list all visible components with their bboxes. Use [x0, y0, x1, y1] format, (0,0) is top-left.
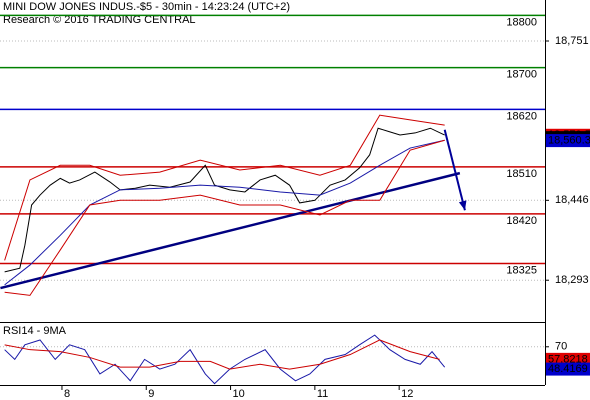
price-tag-label: 48.4169: [548, 363, 588, 375]
level-label: 18325: [506, 264, 537, 276]
y-tick-label: 70: [555, 341, 567, 353]
trendline: [0, 171, 461, 290]
level-label: 18620: [506, 110, 537, 122]
x-tick-label: 8: [64, 388, 70, 400]
x-tick-label: 9: [148, 388, 154, 400]
level-label: 18420: [506, 215, 537, 227]
y-tick-label: 18,751: [555, 35, 589, 47]
series-line: [4, 139, 445, 296]
price-tag-label: 18,560.3: [548, 135, 590, 147]
price-tag: [546, 134, 590, 148]
price-tag: [546, 362, 590, 376]
level-label: 18700: [506, 69, 537, 81]
x-tick-label: 10: [233, 388, 245, 400]
level-label: 18510: [506, 168, 537, 180]
arrow-head: [458, 200, 467, 211]
x-tick-label: 11: [317, 388, 328, 400]
chart-title: MINI DOW JONES INDUS.-$5 - 30min - 14:23…: [3, 1, 290, 13]
price-tag-label: 57.8218: [548, 353, 588, 365]
series-line: [4, 127, 445, 273]
y-tick-label: 18,446: [555, 194, 589, 206]
arrow-line: [443, 129, 466, 211]
chart-subtitle: Research © 2016 TRADING CENTRAL: [3, 14, 196, 26]
series-line: [4, 334, 446, 385]
x-tick-label: 12: [401, 388, 413, 400]
series-line: [4, 339, 440, 370]
series-line: [4, 114, 445, 261]
level-label: 18800: [506, 16, 537, 28]
rsi-title: RSI14 - 9MA: [3, 325, 67, 337]
series-line: [4, 139, 445, 286]
y-tick-label: 18,293: [555, 274, 589, 286]
